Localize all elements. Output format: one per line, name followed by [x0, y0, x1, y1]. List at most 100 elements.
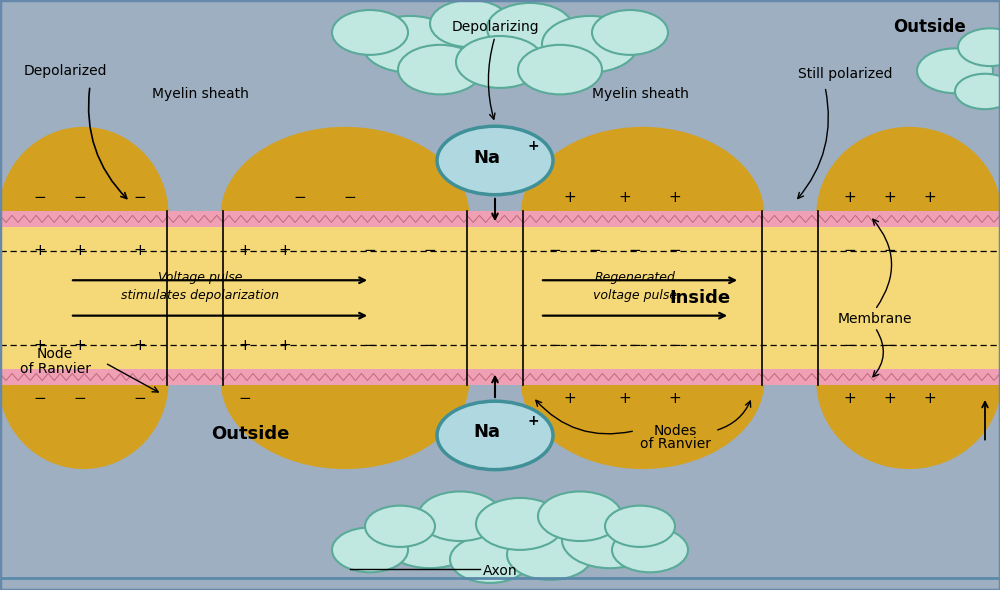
Circle shape: [592, 10, 668, 55]
Ellipse shape: [0, 292, 169, 469]
Ellipse shape: [221, 292, 469, 469]
Text: −: −: [884, 337, 896, 353]
Text: −: −: [74, 391, 86, 406]
Text: −: −: [424, 337, 436, 353]
Text: Membrane: Membrane: [838, 312, 912, 326]
Text: −: −: [549, 337, 561, 353]
Text: −: −: [364, 243, 376, 258]
Text: −: −: [239, 391, 251, 406]
Text: +: +: [239, 337, 251, 353]
Text: −: −: [589, 337, 601, 353]
Text: +: +: [924, 391, 936, 406]
Text: −: −: [134, 190, 146, 205]
Text: +: +: [279, 243, 291, 258]
Text: +: +: [134, 337, 146, 353]
Text: +: +: [564, 190, 576, 205]
Text: −: −: [844, 337, 856, 353]
Text: Regenerated: Regenerated: [595, 271, 675, 284]
Text: Depolarized: Depolarized: [23, 64, 107, 78]
Circle shape: [507, 529, 593, 580]
Text: −: −: [629, 243, 641, 258]
Bar: [167, 211, 223, 227]
Circle shape: [398, 45, 482, 94]
Bar: [467, 211, 523, 385]
Ellipse shape: [221, 127, 469, 304]
Text: −: −: [629, 337, 641, 353]
Text: −: −: [589, 243, 601, 258]
Bar: [167, 227, 223, 369]
Text: −: −: [134, 391, 146, 406]
Bar: [0, 227, 1000, 369]
Text: +: +: [134, 243, 146, 258]
Text: +: +: [844, 391, 856, 406]
Bar: [762, 227, 818, 369]
Text: Outside: Outside: [894, 18, 966, 35]
Ellipse shape: [521, 292, 764, 469]
Text: Node: Node: [37, 347, 73, 361]
Text: +: +: [34, 337, 46, 353]
Circle shape: [450, 536, 530, 583]
Bar: [467, 211, 523, 227]
Text: −: −: [344, 190, 356, 205]
Circle shape: [332, 527, 408, 572]
Circle shape: [430, 0, 510, 47]
Text: +: +: [279, 337, 291, 353]
Bar: [467, 369, 523, 385]
Text: −: −: [74, 190, 86, 205]
Bar: [167, 369, 223, 385]
Circle shape: [917, 48, 993, 93]
Text: −: −: [669, 243, 681, 258]
Text: +: +: [669, 190, 681, 205]
Text: +: +: [924, 190, 936, 205]
Bar: [762, 369, 818, 385]
Ellipse shape: [816, 127, 1000, 304]
Bar: [762, 211, 818, 227]
Text: −: −: [844, 243, 856, 258]
Bar: [0, 369, 1000, 385]
Circle shape: [362, 16, 458, 73]
Bar: [467, 227, 523, 369]
Text: Still polarized: Still polarized: [798, 67, 892, 81]
Text: +: +: [239, 243, 251, 258]
Text: Outside: Outside: [211, 425, 289, 442]
Circle shape: [955, 74, 1000, 109]
Text: +: +: [884, 391, 896, 406]
Text: +: +: [884, 190, 896, 205]
Bar: [762, 211, 818, 385]
Bar: [0, 227, 1000, 369]
Circle shape: [418, 491, 502, 541]
Text: +: +: [74, 337, 86, 353]
Circle shape: [456, 36, 544, 88]
Text: +: +: [527, 414, 539, 428]
Circle shape: [518, 45, 602, 94]
Text: +: +: [619, 391, 631, 406]
Circle shape: [332, 10, 408, 55]
Circle shape: [542, 16, 638, 73]
Circle shape: [437, 401, 553, 470]
Text: +: +: [74, 243, 86, 258]
Circle shape: [612, 527, 688, 572]
Text: −: −: [34, 391, 46, 406]
Circle shape: [437, 126, 553, 195]
Text: +: +: [564, 391, 576, 406]
Ellipse shape: [816, 292, 1000, 469]
Text: of Ranvier: of Ranvier: [640, 437, 710, 451]
Text: −: −: [424, 243, 436, 258]
Circle shape: [487, 3, 573, 54]
Circle shape: [562, 512, 658, 568]
Text: +: +: [34, 243, 46, 258]
Bar: [0, 211, 1000, 227]
Circle shape: [476, 498, 564, 550]
Text: −: −: [294, 190, 306, 205]
Text: +: +: [527, 139, 539, 153]
Ellipse shape: [521, 127, 764, 304]
Text: +: +: [619, 190, 631, 205]
Circle shape: [365, 506, 435, 547]
Text: Na: Na: [474, 149, 501, 166]
Text: −: −: [549, 243, 561, 258]
Ellipse shape: [0, 127, 169, 304]
Text: Nodes: Nodes: [653, 424, 697, 438]
Text: +: +: [669, 391, 681, 406]
Circle shape: [538, 491, 622, 541]
Circle shape: [382, 512, 478, 568]
